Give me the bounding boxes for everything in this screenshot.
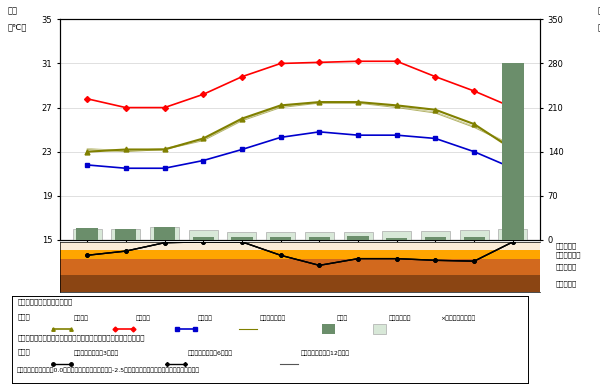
Bar (382, 231, 411, 240)
Text: 中程度の乾熥: 中程度の乾熥 (556, 251, 581, 258)
Bar (193, 237, 214, 240)
Text: 平均気温: 平均気温 (74, 315, 89, 321)
Bar (322, 324, 335, 334)
Text: 凡例）: 凡例） (17, 313, 30, 320)
Bar (60, 250, 540, 259)
Text: 上図：気温・降水量のグラフ: 上図：気温・降水量のグラフ (17, 299, 73, 305)
Bar (499, 229, 527, 240)
Text: 著しい乾熥: 著しい乾熥 (556, 264, 577, 271)
Bar (347, 236, 369, 240)
Text: 降水量平年値: 降水量平年値 (389, 315, 411, 321)
Bar (270, 237, 291, 240)
Bar (150, 227, 179, 240)
Bar (60, 276, 540, 292)
Text: ×値なし（降水量）: ×値なし（降水量） (440, 315, 476, 321)
Bar (421, 231, 450, 240)
Bar (227, 232, 256, 240)
Bar (373, 324, 386, 334)
Bar (464, 237, 485, 240)
Text: （mm）: （mm） (598, 24, 600, 33)
Bar (425, 237, 446, 240)
Bar (305, 232, 334, 240)
Text: 標準化降水指数（3か月）: 標準化降水指数（3か月） (74, 350, 119, 356)
Text: 2021: 2021 (289, 251, 311, 260)
Text: 気温: 気温 (7, 6, 17, 15)
Text: 下図：標準化降水指数から見難もられた、乾燥の程度を示すグラフ: 下図：標準化降水指数から見難もられた、乾燥の程度を示すグラフ (17, 334, 145, 341)
Bar (115, 229, 136, 240)
Bar (502, 63, 524, 240)
Text: 軽度の乾熥: 軽度の乾熥 (556, 243, 577, 249)
Text: 最高気温: 最高気温 (136, 315, 151, 321)
Bar (154, 227, 175, 240)
Bar (76, 228, 98, 240)
Bar (344, 232, 373, 240)
Text: （℃）: （℃） (7, 24, 26, 33)
Bar (386, 238, 407, 240)
Bar (73, 229, 101, 240)
Text: 降水量: 降水量 (337, 315, 349, 321)
Bar (189, 231, 218, 240)
Bar (266, 232, 295, 240)
Text: 最低気温: 最低気温 (198, 315, 213, 321)
Text: 極端な乾熥: 極端な乾熥 (556, 281, 577, 287)
Bar (231, 237, 253, 240)
Text: 注）標準化降水指数が0.0以上の場合はグラフ上端に、-2.5以下の場合はグラフ下端にプロットしている: 注）標準化降水指数が0.0以上の場合はグラフ上端に、-2.5以下の場合はグラフ下… (17, 368, 200, 373)
Text: 平均気温平年値: 平均気温平年値 (260, 315, 286, 321)
Bar (111, 229, 140, 240)
Text: 標準化降水指数（6か月）: 標準化降水指数（6か月） (187, 350, 233, 356)
Text: 降水量: 降水量 (598, 6, 600, 15)
Text: 凡例）: 凡例） (17, 348, 30, 355)
Text: 標準化降水指数（12か月）: 標準化降水指数（12か月） (301, 350, 350, 356)
Bar (60, 259, 540, 276)
Bar (309, 237, 330, 240)
Bar (460, 230, 489, 240)
Bar (60, 242, 540, 250)
